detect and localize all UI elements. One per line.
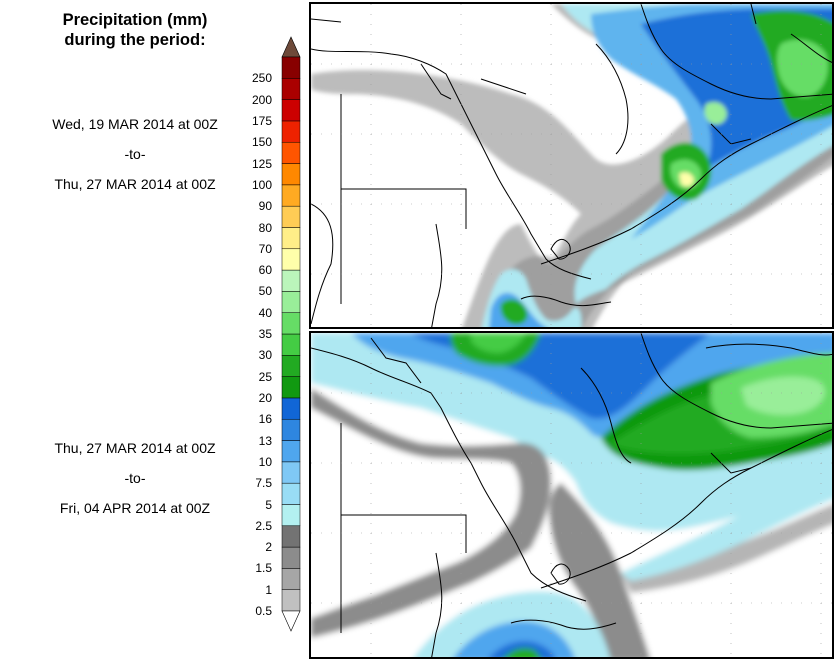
colorbar-box [281, 141, 301, 164]
period2-start: Thu, 27 MAR 2014 at 00Z [54, 440, 216, 456]
colorbar-box [281, 120, 301, 143]
colorbar-under-arrow [281, 610, 301, 632]
colorbar-tick-label: 80 [258, 220, 272, 235]
colorbar-tick-label: 10 [258, 454, 272, 469]
country-borders-period2 [311, 333, 832, 657]
colorbar-tick-label: 2 [265, 540, 272, 555]
colorbar-tick-label: 125 [251, 156, 272, 171]
period1-start: Wed, 19 MAR 2014 at 00Z [52, 116, 218, 132]
colorbar-tick-label: 20 [258, 390, 272, 405]
left-panel: Precipitation (mm) during the period: We… [0, 0, 270, 660]
colorbar-box [281, 568, 301, 590]
colorbar-tick-label: 70 [258, 241, 272, 256]
period1-end: Thu, 27 MAR 2014 at 00Z [54, 176, 216, 192]
colorbar-box [281, 418, 301, 441]
colorbar-tick-label: 40 [258, 305, 272, 320]
colorbar-tick-label: 30 [258, 348, 272, 363]
precip-map-period1 [311, 4, 832, 327]
colorbar-tick-label: 90 [258, 199, 272, 214]
colorbar-tick-label: 1.5 [255, 561, 272, 576]
title-line-1: Precipitation (mm) [62, 11, 208, 29]
period2-separator: -to- [124, 470, 146, 486]
precip-shading-period2 [311, 333, 832, 657]
colorbar-tick-label: 35 [258, 327, 272, 341]
colorbar-box [281, 248, 301, 271]
colorbar-box [281, 184, 301, 207]
colorbar-box [281, 333, 301, 356]
colorbar-box [281, 589, 301, 612]
period1-separator: -to- [124, 146, 146, 162]
colorbar-box [281, 546, 301, 569]
colorbar-box [281, 312, 301, 335]
colorbar-tick-label: 7.5 [255, 476, 272, 491]
colorbar-box [281, 56, 301, 79]
colorbar-tick-label: 200 [251, 92, 272, 107]
period2-end: Fri, 04 APR 2014 at 00Z [59, 500, 211, 516]
map-panel-period2 [309, 331, 834, 659]
precip-shading-period1 [311, 4, 832, 327]
colorbar-tick-label: 2.5 [255, 518, 272, 533]
colorbar-box [281, 482, 301, 505]
colorbar-tick-label: 60 [258, 263, 272, 278]
colorbar-tick-label: 150 [251, 135, 272, 150]
colorbar-tick-label: 13 [258, 433, 272, 448]
map-panel-period1 [309, 2, 834, 329]
title-line-2: during the period: [64, 31, 206, 49]
precip-map-period2 [311, 333, 832, 657]
colorbar-tick-label: 1 [265, 582, 272, 597]
colorbar-tick-label: 175 [251, 113, 272, 128]
country-borders-period1 [311, 4, 832, 327]
colorbar-box [281, 269, 301, 292]
colorbar-box [281, 355, 301, 377]
colorbar-box [281, 78, 301, 100]
colorbar-tick-label: 5 [265, 497, 272, 512]
colorbar-box [281, 440, 301, 463]
map-title: Precipitation (mm) during the period: [40, 10, 230, 50]
colorbar-box [281, 227, 301, 250]
colorbar-tick-label: 25 [258, 369, 272, 384]
colorbar-tick-label: 16 [258, 412, 272, 427]
colorbar-box [281, 99, 301, 122]
colorbar-tick-label: 100 [251, 177, 272, 192]
colorbar-tick-label: 50 [258, 284, 272, 299]
colorbar-box [281, 376, 301, 399]
colorbar-over-arrow [281, 36, 301, 58]
colorbar-tick-label: 0.5 [255, 604, 272, 618]
colorbar [281, 36, 301, 632]
colorbar-box [281, 525, 301, 548]
colorbar-box [281, 504, 301, 527]
colorbar-box [281, 163, 301, 186]
colorbar-box [281, 291, 301, 313]
colorbar-box [281, 461, 301, 484]
colorbar-box [281, 205, 301, 228]
colorbar-tick-label: 250 [251, 71, 272, 86]
colorbar-box [281, 397, 301, 420]
